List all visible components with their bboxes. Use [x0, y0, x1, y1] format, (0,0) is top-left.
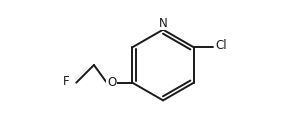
Text: F: F: [62, 75, 69, 88]
Text: N: N: [159, 17, 168, 30]
Text: Cl: Cl: [215, 39, 227, 52]
Text: O: O: [107, 76, 116, 89]
